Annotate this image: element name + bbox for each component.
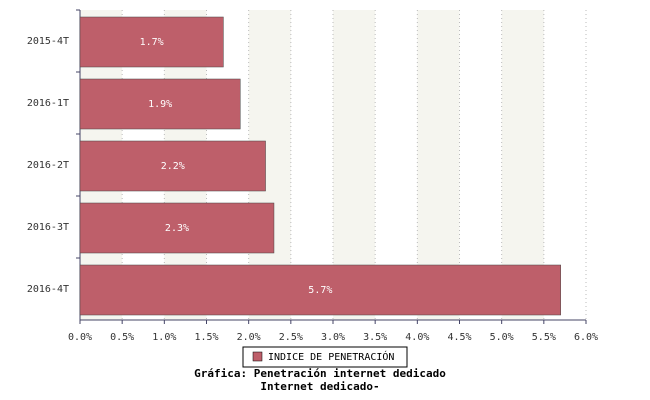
legend-swatch xyxy=(252,351,263,362)
y-tick-label: 2016-3T xyxy=(27,222,69,233)
bar xyxy=(79,16,224,68)
value-label: 1.9% xyxy=(148,99,172,110)
x-tick-label: 2.5% xyxy=(279,332,303,343)
value-label: 2.3% xyxy=(165,223,189,234)
x-tick-label: 5.0% xyxy=(490,332,514,343)
bar xyxy=(79,202,275,254)
x-tick-label: 6.0% xyxy=(574,332,598,343)
y-tick-label: 2016-4T xyxy=(27,284,69,295)
y-tick-label: 2015-4T xyxy=(27,36,69,47)
x-tick-label: 2.0% xyxy=(237,332,261,343)
y-tick-label: 2016-1T xyxy=(27,98,69,109)
legend-label: INDICE DE PENETRACIÓN xyxy=(268,350,394,363)
x-tick-label: 0.5% xyxy=(110,332,134,343)
y-tick-label: 2016-2T xyxy=(27,160,69,171)
x-tick-label: 4.5% xyxy=(447,332,471,343)
bar xyxy=(79,78,241,130)
x-tick-label: 4.0% xyxy=(405,332,429,343)
chart-title: Gráfica: Penetración internet dedicado xyxy=(194,367,446,380)
chart-subtitle: Internet dedicado- xyxy=(260,380,379,393)
x-tick-label: 1.5% xyxy=(194,332,218,343)
value-label: 1.7% xyxy=(140,37,164,48)
x-tick-label: 5.5% xyxy=(532,332,556,343)
bar xyxy=(79,264,561,316)
value-label: 2.2% xyxy=(161,161,185,172)
x-tick-label: 0.0% xyxy=(68,332,92,343)
x-tick-label: 3.5% xyxy=(363,332,387,343)
x-tick-label: 1.0% xyxy=(152,332,176,343)
value-label: 5.7% xyxy=(308,285,332,296)
legend-box xyxy=(242,346,408,368)
x-tick-label: 3.0% xyxy=(321,332,345,343)
bar xyxy=(79,140,266,192)
